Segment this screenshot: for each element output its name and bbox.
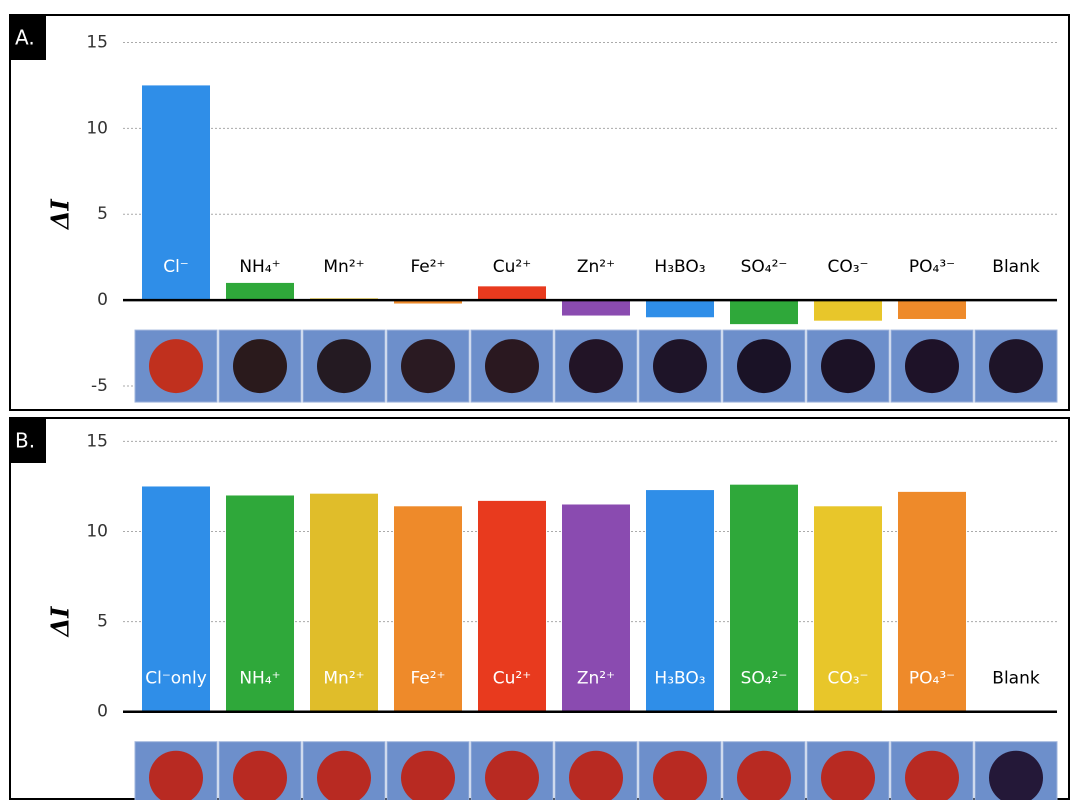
photo-spot	[401, 339, 455, 393]
bar	[646, 300, 714, 317]
y-tick-label: 0	[97, 702, 108, 722]
category-label: CO₃⁻	[827, 669, 868, 689]
y-tick-label: 5	[97, 612, 108, 632]
bar	[226, 283, 294, 300]
y-tick-label: -5	[91, 376, 108, 396]
category-label: Zn²⁺	[577, 257, 615, 277]
panel-label: A.	[15, 26, 35, 50]
category-label: NH₄⁺	[239, 669, 280, 689]
y-axis-label: ΔI	[46, 199, 75, 231]
category-label: SO₄²⁻	[741, 669, 788, 689]
y-tick-label: 5	[97, 204, 108, 224]
y-tick-label: 15	[86, 431, 108, 451]
category-label: Cl⁻only	[145, 669, 207, 689]
category-label: H₃BO₃	[654, 257, 705, 277]
photo-spot	[737, 339, 791, 393]
y-tick-label: 15	[86, 32, 108, 52]
category-label: Mn²⁺	[323, 257, 364, 277]
photo-spot	[989, 339, 1043, 393]
category-label: PO₄³⁻	[909, 257, 955, 277]
photo-spot	[905, 339, 959, 393]
category-label: Cl⁻	[163, 257, 189, 277]
bar	[562, 300, 630, 315]
y-axis-label: ΔI	[46, 606, 75, 638]
photo-spot	[569, 339, 623, 393]
category-label: Fe²⁺	[410, 669, 445, 689]
category-label: Blank	[992, 257, 1040, 277]
category-label: Cu²⁺	[493, 669, 531, 689]
category-label: Cu²⁺	[493, 257, 531, 277]
category-label: CO₃⁻	[827, 257, 868, 277]
category-label: Blank	[992, 669, 1040, 689]
bar	[478, 286, 546, 300]
category-label: PO₄³⁻	[909, 669, 955, 689]
category-label: Zn²⁺	[577, 669, 615, 689]
photo-spot	[821, 339, 875, 393]
bar	[814, 300, 882, 321]
photo-spot	[233, 339, 287, 393]
photo-spot	[149, 339, 203, 393]
y-tick-label: 10	[86, 118, 108, 138]
category-label: SO₄²⁻	[741, 257, 788, 277]
y-tick-label: 10	[86, 522, 108, 542]
figure: A. ΔI -5 0 5 10 15 Cl⁻ NH₄⁺ Mn²⁺ Fe²⁺ Cu²⁺ Zn²⁺ H₃BO₃…	[0, 0, 1073, 800]
y-tick-label: 0	[97, 290, 108, 310]
photo-spot	[317, 339, 371, 393]
panel-label: B.	[15, 429, 35, 453]
bar	[730, 300, 798, 324]
bar	[898, 300, 966, 319]
category-label: NH₄⁺	[239, 257, 280, 277]
category-label: Fe²⁺	[410, 257, 445, 277]
category-label: H₃BO₃	[654, 669, 705, 689]
photo-spot	[653, 339, 707, 393]
category-label: Mn²⁺	[323, 669, 364, 689]
photo-spot	[485, 339, 539, 393]
